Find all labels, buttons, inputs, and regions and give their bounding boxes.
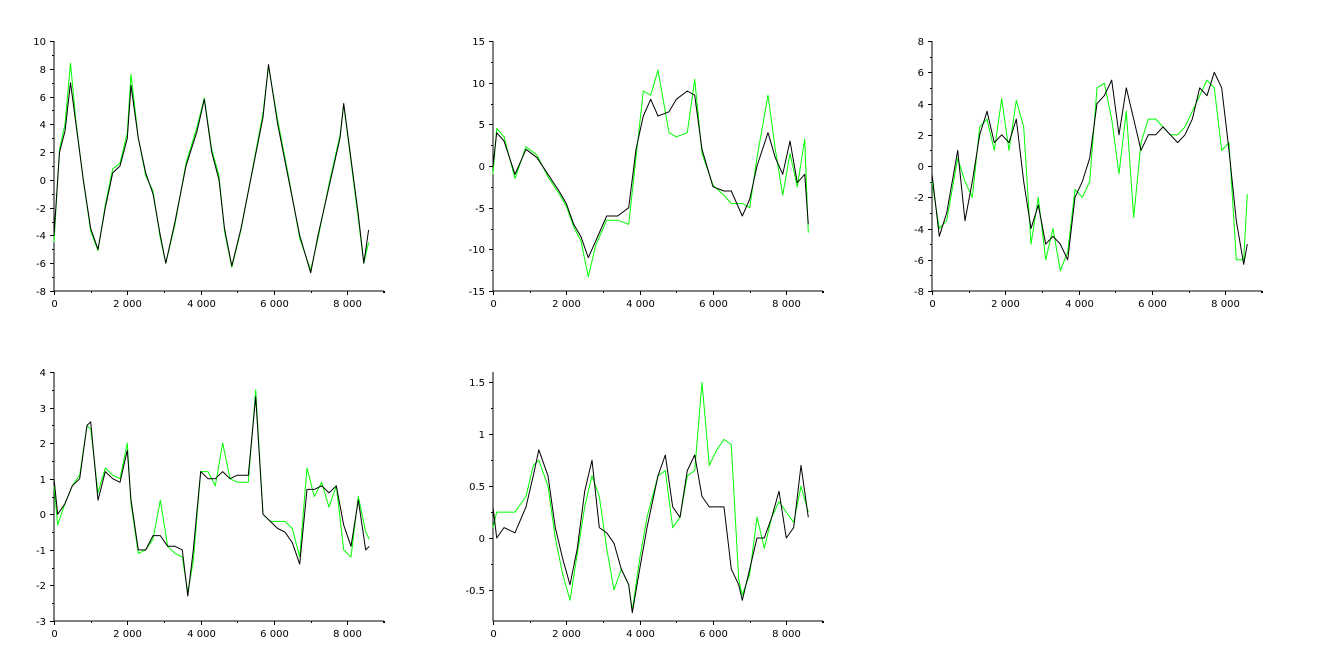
x-tick-label: 6 000	[699, 299, 728, 310]
axes	[50, 41, 385, 295]
y-tick-label: -0.5	[465, 586, 485, 597]
y-tick-label: -8	[36, 287, 46, 298]
x-tick-label: 4 000	[187, 299, 216, 310]
x-tick-label: 0	[490, 299, 496, 310]
y-tick-label: 6	[918, 68, 924, 79]
y-tick-label: -6	[36, 259, 46, 270]
x-tick-label: 4 000	[1065, 299, 1094, 310]
chart-panel-5: -0.5 0 0.5 1 1.5 0 2 000 4 000 6 000 8 000	[465, 372, 824, 640]
axes	[489, 372, 824, 625]
chart-panel-2: -15 -10 -5 0 5 10 15 0 2 000 4 000 6 000 8 000	[469, 37, 824, 310]
chart-panel-3: -8 -6 -4 -2 0 2 4 6 8 0 2 000 4 000 6 000 8 000	[914, 37, 1263, 310]
y-tick-label: -5	[475, 204, 485, 215]
y-tick-label: 15	[472, 37, 485, 48]
x-tick-label: 2 000	[113, 629, 142, 640]
y-tick-label: 0.5	[469, 482, 485, 493]
y-tick-label: 2	[918, 131, 924, 142]
series-line-green	[492, 69, 809, 278]
y-tick-label: 4	[40, 368, 46, 379]
series-line-green	[492, 381, 809, 612]
x-tick-label: 2 000	[552, 629, 581, 640]
x-tick-label: 4 000	[187, 629, 216, 640]
x-tick-label: 6 000	[1138, 299, 1167, 310]
x-tick-label: 8 000	[333, 299, 362, 310]
y-tick-label: 4	[918, 100, 924, 111]
y-tick-label: 0	[40, 510, 46, 521]
y-tick-label: -2	[36, 204, 46, 215]
y-tick-label: 0	[40, 176, 46, 187]
axes	[489, 41, 824, 295]
y-tick-label: 10	[472, 79, 485, 90]
x-tick-label: 0	[51, 299, 57, 310]
x-tick-label: 8 000	[1211, 299, 1240, 310]
x-tick-label: 0	[490, 629, 496, 640]
series-line-green	[53, 62, 370, 271]
y-tick-label: 1	[40, 475, 46, 486]
series-line-black	[53, 396, 370, 597]
y-tick-label: 3	[40, 404, 46, 415]
y-tick-label: 2	[40, 148, 46, 159]
y-tick-label: -8	[914, 287, 924, 298]
y-tick-label: -15	[469, 287, 485, 298]
chart-panel-4: -3 -2 -1 0 1 2 3 4 0 2 000 4 000 6 000 8 000	[36, 368, 385, 640]
series-line-green	[53, 389, 370, 593]
x-tick-label: 4 000	[626, 299, 655, 310]
x-tick-label: 8 000	[772, 299, 801, 310]
y-tick-label: 1.5	[469, 378, 485, 389]
x-tick-label: 4 000	[626, 629, 655, 640]
y-tick-label: 1	[479, 430, 485, 441]
y-tick-label: 5	[479, 120, 485, 131]
series-line-black	[492, 449, 809, 614]
y-tick-label: -2	[36, 581, 46, 592]
y-tick-label: -6	[914, 256, 924, 267]
x-tick-label: 0	[929, 299, 935, 310]
x-tick-label: 2 000	[552, 299, 581, 310]
y-tick-label: 0	[479, 162, 485, 173]
y-tick-label: -2	[914, 193, 924, 204]
x-tick-label: 8 000	[772, 629, 801, 640]
x-tick-label: 6 000	[260, 299, 289, 310]
y-tick-label: -4	[914, 225, 924, 236]
y-tick-label: 0	[479, 534, 485, 545]
chart-panel-1: -8 -6 -4 -2 0 2 4 6 8 10 0 2 000 4 000 6 000 8 000	[33, 37, 385, 310]
y-tick-label: 8	[918, 37, 924, 48]
y-tick-label: 10	[33, 37, 46, 48]
y-tick-label: -1	[36, 546, 46, 557]
y-tick-label: 4	[40, 120, 46, 131]
y-tick-label: 6	[40, 93, 46, 104]
y-tick-label: -10	[469, 245, 485, 256]
x-tick-label: 8 000	[333, 629, 362, 640]
series-line-black	[53, 64, 370, 274]
y-tick-label: 8	[40, 65, 46, 76]
axes	[50, 372, 385, 625]
x-tick-label: 2 000	[991, 299, 1020, 310]
y-tick-label: 2	[40, 439, 46, 450]
series-line-black	[492, 90, 809, 259]
y-tick-label: 0	[918, 162, 924, 173]
y-tick-label: -4	[36, 231, 46, 242]
x-tick-label: 6 000	[699, 629, 728, 640]
x-tick-label: 0	[51, 629, 57, 640]
x-tick-label: 2 000	[113, 299, 142, 310]
axes	[928, 41, 1263, 295]
series-line-black	[931, 71, 1248, 265]
y-tick-label: -3	[36, 617, 46, 628]
x-tick-label: 6 000	[260, 629, 289, 640]
series-line-green	[931, 79, 1248, 272]
